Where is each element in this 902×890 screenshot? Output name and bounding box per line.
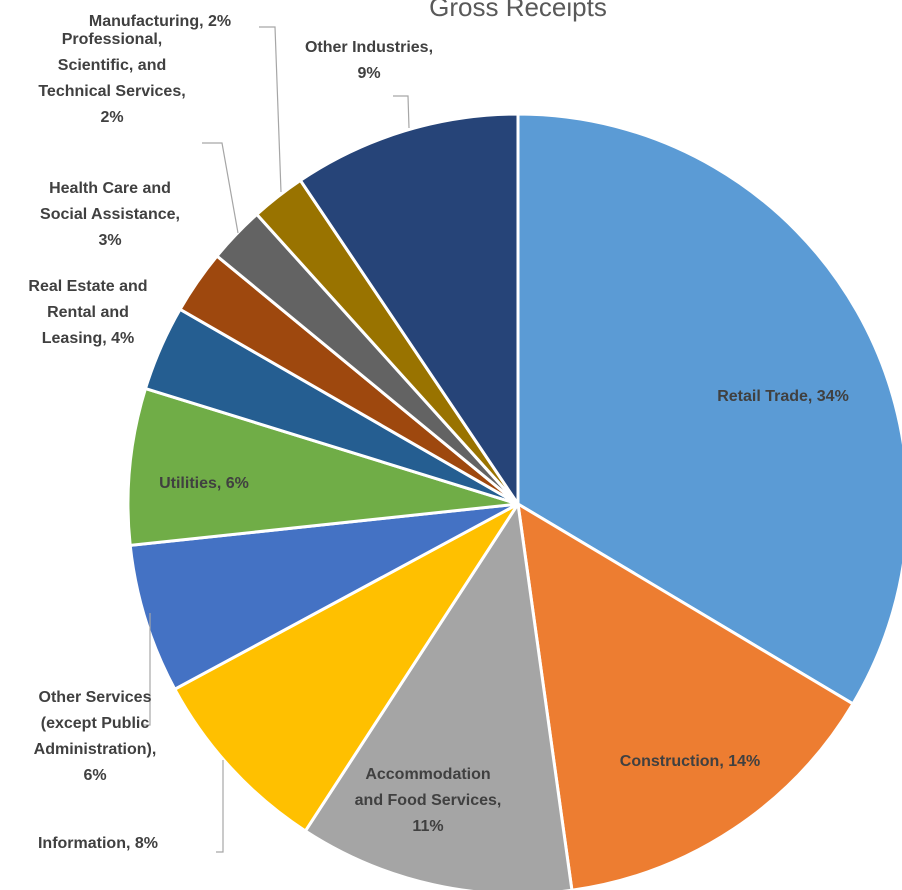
pie-slice-3 bbox=[303, 499, 574, 890]
pie-slice-6 bbox=[126, 386, 519, 548]
leader-line-4 bbox=[216, 760, 224, 853]
pie-slice-11 bbox=[298, 112, 520, 509]
leader-line-11 bbox=[393, 95, 410, 129]
chart-title: Gross Receipts bbox=[429, 0, 607, 22]
pie-slice-1 bbox=[516, 112, 902, 706]
slice-label-9: Professional, Scientific, and Technical Se… bbox=[38, 31, 185, 126]
slice-label-2: Construction, 14% bbox=[620, 753, 760, 770]
pie-slice-5 bbox=[128, 502, 519, 692]
slice-label-11: Other Industries, 9% bbox=[305, 39, 433, 82]
pie-slices bbox=[126, 112, 902, 890]
slice-label-6: Utilities, 6% bbox=[159, 475, 249, 492]
leader-line-10 bbox=[259, 26, 282, 193]
slice-labels: Retail Trade, 34% Construction, 14% Accomm… bbox=[28, 13, 848, 852]
pie-slice-2 bbox=[516, 501, 855, 890]
slice-label-8: Health Care and Social Assistance, 3% bbox=[40, 180, 180, 249]
slice-label-10: Manufacturing, 2% bbox=[89, 13, 231, 30]
slice-label-7: Real Estate and Rental and Leasing, 4% bbox=[28, 278, 147, 347]
leader-line-9 bbox=[202, 142, 239, 234]
slice-label-1: Retail Trade, 34% bbox=[717, 388, 849, 405]
slice-label-4: Information, 8% bbox=[38, 835, 158, 852]
slice-label-5: Other Services (except Public Administrati… bbox=[34, 689, 157, 784]
slice-label-3: Accommodation and Food Services, 11% bbox=[355, 766, 502, 835]
leader-line-5 bbox=[143, 613, 151, 726]
pie-slice-4 bbox=[172, 502, 520, 834]
leader-lines bbox=[143, 26, 410, 853]
